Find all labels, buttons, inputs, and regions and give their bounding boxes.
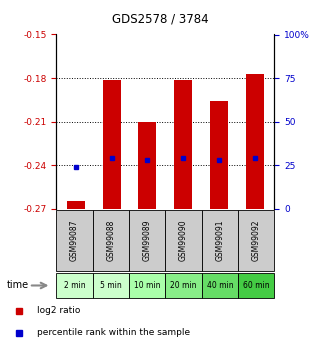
Bar xyxy=(202,210,238,271)
Bar xyxy=(238,210,274,271)
Bar xyxy=(246,74,264,209)
Text: GSM99091: GSM99091 xyxy=(215,220,224,262)
Text: time: time xyxy=(6,280,29,290)
Text: 10 min: 10 min xyxy=(134,281,160,290)
Bar xyxy=(103,79,121,209)
Text: log2 ratio: log2 ratio xyxy=(37,306,81,315)
Text: 2 min: 2 min xyxy=(64,281,85,290)
Text: 40 min: 40 min xyxy=(207,281,233,290)
Text: GSM99090: GSM99090 xyxy=(179,220,188,262)
Bar xyxy=(202,273,238,298)
Text: GSM99088: GSM99088 xyxy=(106,220,115,261)
Text: GSM99089: GSM99089 xyxy=(143,220,152,262)
Bar xyxy=(92,210,129,271)
Text: GSM99092: GSM99092 xyxy=(252,220,261,262)
Bar xyxy=(129,273,165,298)
Text: GDS2578 / 3784: GDS2578 / 3784 xyxy=(112,12,209,25)
Bar xyxy=(210,101,228,209)
Text: 5 min: 5 min xyxy=(100,281,122,290)
Bar xyxy=(56,210,92,271)
Text: 60 min: 60 min xyxy=(243,281,270,290)
Bar xyxy=(56,273,92,298)
Bar xyxy=(129,210,165,271)
Bar xyxy=(92,273,129,298)
Bar xyxy=(165,273,202,298)
Bar xyxy=(138,121,156,209)
Bar xyxy=(67,201,85,209)
Text: percentile rank within the sample: percentile rank within the sample xyxy=(37,328,190,337)
Text: GSM99087: GSM99087 xyxy=(70,220,79,262)
Bar xyxy=(238,273,274,298)
Text: 20 min: 20 min xyxy=(170,281,197,290)
Bar xyxy=(165,210,202,271)
Bar xyxy=(174,79,192,209)
